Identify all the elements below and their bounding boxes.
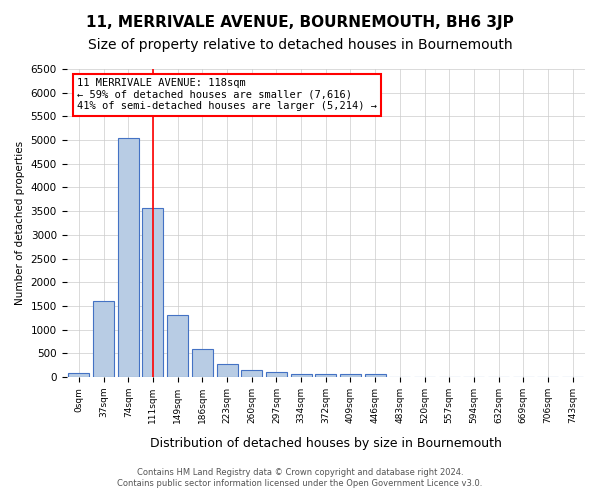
Bar xyxy=(365,374,386,377)
X-axis label: Distribution of detached houses by size in Bournemouth: Distribution of detached houses by size … xyxy=(150,437,502,450)
Y-axis label: Number of detached properties: Number of detached properties xyxy=(15,141,25,305)
Bar xyxy=(142,208,163,377)
Text: Contains HM Land Registry data © Crown copyright and database right 2024.
Contai: Contains HM Land Registry data © Crown c… xyxy=(118,468,482,487)
Bar xyxy=(68,374,89,377)
Bar xyxy=(290,374,311,377)
Bar xyxy=(340,374,361,377)
Bar xyxy=(315,374,336,377)
Text: 11 MERRIVALE AVENUE: 118sqm
← 59% of detached houses are smaller (7,616)
41% of : 11 MERRIVALE AVENUE: 118sqm ← 59% of det… xyxy=(77,78,377,112)
Bar xyxy=(192,349,213,377)
Bar xyxy=(118,138,139,377)
Text: Size of property relative to detached houses in Bournemouth: Size of property relative to detached ho… xyxy=(88,38,512,52)
Text: 11, MERRIVALE AVENUE, BOURNEMOUTH, BH6 3JP: 11, MERRIVALE AVENUE, BOURNEMOUTH, BH6 3… xyxy=(86,15,514,30)
Bar xyxy=(93,301,114,377)
Bar xyxy=(266,372,287,377)
Bar xyxy=(217,364,238,377)
Bar xyxy=(167,315,188,377)
Bar xyxy=(241,370,262,377)
